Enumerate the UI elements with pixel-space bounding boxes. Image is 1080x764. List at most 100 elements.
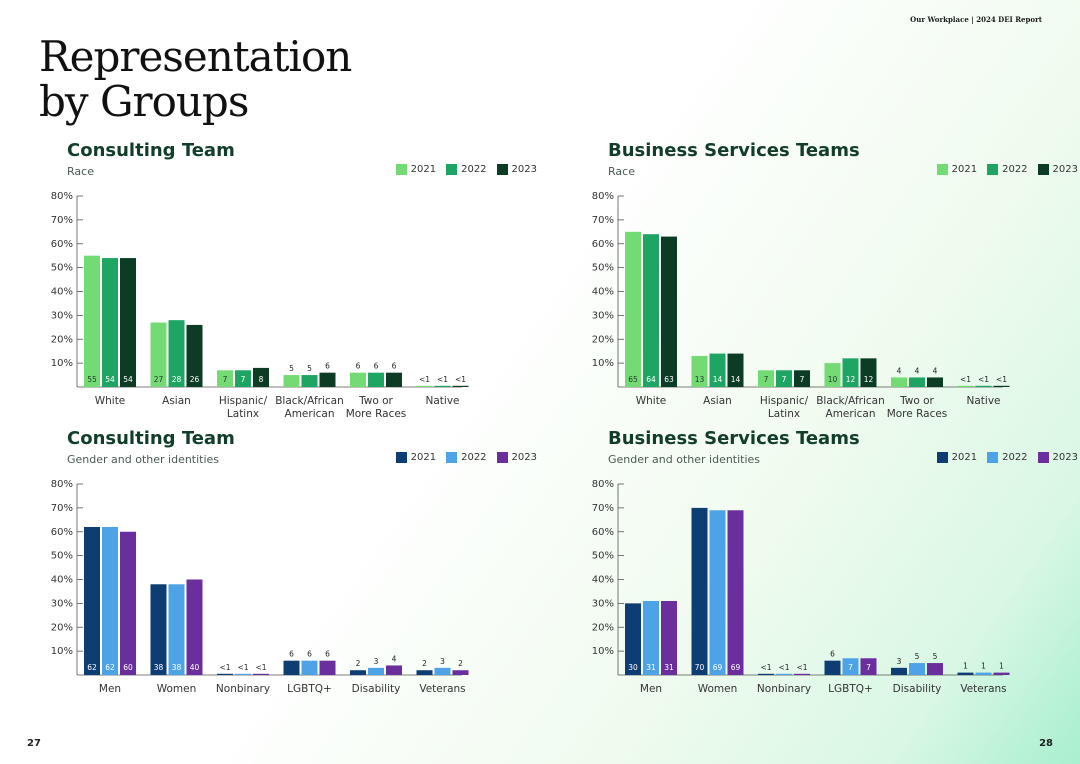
bar-value-label: 28: [172, 375, 182, 384]
legend-swatch: [395, 164, 407, 175]
bar-value-label: 7: [241, 375, 246, 384]
legend-swatch: [446, 164, 458, 175]
y-tick-label: 20%: [51, 622, 73, 633]
category-label: Two or: [899, 395, 934, 407]
y-tick-label: 40%: [592, 575, 614, 586]
bar-value-label: 64: [646, 375, 656, 384]
y-tick-label: 70%: [51, 215, 73, 226]
y-tick-label: 40%: [51, 287, 73, 298]
chart-business-gender: Business Services Teams Gender and other…: [592, 428, 1078, 718]
bar-value-label: 6: [325, 362, 330, 371]
bar-value-label: 7: [764, 375, 769, 384]
bar-value-label: 6: [392, 362, 397, 371]
report-header: Our Workplace | 2024 DEI Report: [910, 15, 1042, 24]
category-label: Native: [967, 395, 1001, 407]
legend-item: 2022: [446, 164, 487, 175]
bar-value-label: 13: [695, 375, 705, 384]
bar: [186, 579, 203, 675]
bar-value-label: <1: [960, 375, 971, 384]
legend-label: 2021: [410, 164, 437, 175]
bar: [691, 355, 708, 387]
category-label: Latinx: [227, 408, 259, 420]
y-tick-label: 10%: [51, 358, 73, 369]
bar: [758, 370, 774, 387]
y-tick-label: 50%: [51, 551, 73, 562]
category-label: Nonbinary: [216, 683, 270, 695]
y-tick-label: 30%: [592, 310, 614, 321]
bar: [842, 658, 859, 675]
bar: [794, 370, 810, 387]
bar-value-label: 69: [713, 663, 723, 672]
chart-title: Business Services Teams: [608, 428, 860, 449]
bar: [186, 324, 203, 387]
y-tick-label: 10%: [51, 646, 73, 657]
category-label: LGBTQ+: [287, 683, 332, 695]
bar: [824, 660, 841, 675]
y-tick-label: 10%: [592, 358, 614, 369]
legend-item: 2021: [395, 164, 437, 175]
category-label: Nonbinary: [757, 683, 811, 695]
category-label: American: [826, 408, 876, 420]
bar: [102, 526, 118, 675]
bar-value-label: 54: [105, 375, 115, 384]
legend-item: 2023: [496, 164, 537, 175]
chart-title: Business Services Teams: [608, 140, 860, 161]
bar: [120, 531, 136, 675]
category-label: Hispanic/: [760, 395, 809, 407]
bar-value-label: 5: [307, 364, 312, 373]
bar-value-label: 60: [123, 663, 133, 672]
category-label: Women: [157, 683, 197, 695]
legend-label: 2023: [1052, 164, 1078, 175]
bar-value-label: 40: [190, 663, 200, 672]
bar-value-label: <1: [455, 375, 466, 384]
bar-value-label: <1: [437, 375, 448, 384]
y-tick-label: 60%: [592, 527, 614, 538]
bar: [319, 372, 336, 387]
legend-swatch: [496, 452, 508, 463]
bar: [120, 258, 136, 387]
legend-label: 2022: [461, 164, 487, 175]
bar: [927, 663, 943, 675]
legend-swatch: [1037, 164, 1049, 175]
chart-consulting-race: Consulting Team Race 2021 2022 2023 10% 20%…: [51, 140, 537, 430]
bar-value-label: 1: [981, 662, 986, 671]
bar-value-label: <1: [760, 663, 771, 672]
bar-value-label: <1: [237, 663, 248, 672]
y-tick-label: 60%: [51, 527, 73, 538]
bar-value-label: 14: [713, 375, 723, 384]
bar: [102, 258, 118, 387]
chart-consulting-gender: Consulting Team Gender and other identit…: [51, 428, 537, 718]
bar-value-label: 27: [154, 375, 164, 384]
y-tick-label: 10%: [592, 646, 614, 657]
bar-value-label: 4: [933, 366, 938, 375]
bar: [301, 660, 318, 675]
y-tick-label: 80%: [51, 191, 73, 202]
bar-value-label: 8: [259, 375, 264, 384]
bar: [709, 353, 726, 387]
bar: [434, 667, 451, 675]
category-label: Black/African: [816, 395, 885, 407]
legend-swatch: [395, 452, 407, 463]
bar: [891, 377, 907, 387]
bar-value-label: <1: [419, 375, 430, 384]
bar-value-label: 1: [999, 662, 1004, 671]
bar-value-label: <1: [219, 663, 230, 672]
bar: [253, 673, 269, 675]
bar: [283, 660, 300, 675]
chart-business-race: Business Services Teams Race 2021 2022 202…: [592, 140, 1078, 430]
bar-value-label: 65: [628, 375, 638, 384]
page-title: Representation by Groups: [39, 34, 352, 124]
chart-title: Consulting Team: [67, 428, 235, 449]
y-tick-label: 20%: [592, 622, 614, 633]
y-tick-label: 30%: [51, 310, 73, 321]
bar-value-label: 6: [374, 362, 379, 371]
bar: [150, 584, 167, 675]
category-label: White: [636, 395, 667, 407]
bar-value-label: <1: [996, 375, 1007, 384]
bar-value-label: <1: [778, 663, 789, 672]
bar-value-label: 10: [828, 375, 838, 384]
legend-swatch: [987, 452, 999, 463]
bar: [727, 510, 744, 675]
